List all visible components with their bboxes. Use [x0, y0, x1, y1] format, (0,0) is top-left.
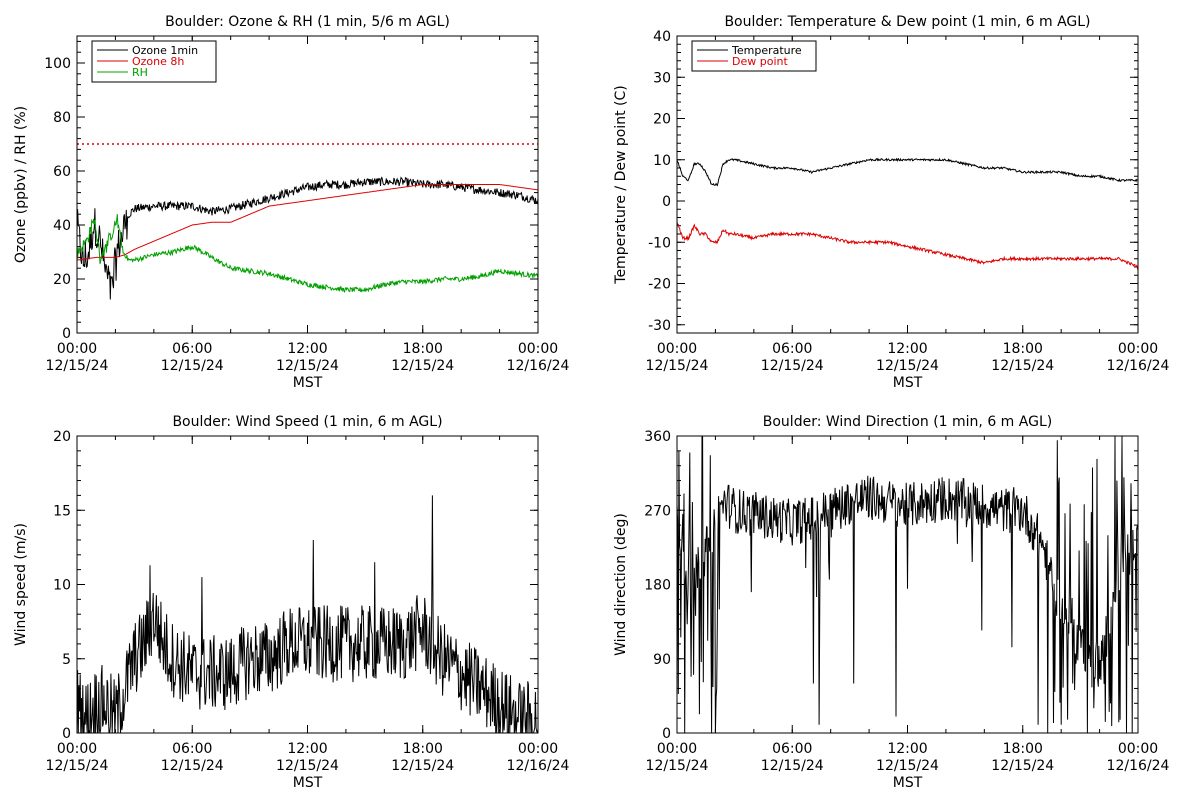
- y-tick-label: 40: [53, 218, 71, 234]
- series-line-2: [677, 221, 1138, 270]
- series-line-1: [677, 436, 1138, 733]
- y-tick-label: 10: [653, 153, 671, 169]
- x-tick-label-date: 12/15/24: [876, 758, 939, 774]
- x-tick-label-time: 12:00: [887, 341, 927, 357]
- plot-frame: [676, 435, 1139, 734]
- y-tick-label: 0: [662, 726, 671, 742]
- y-tick-label: -20: [648, 277, 671, 293]
- y-tick-label: 15: [53, 503, 71, 519]
- legend-label: Ozone 8h: [132, 55, 184, 68]
- legend-label: Dew point: [732, 55, 788, 68]
- y-tick-label: 40: [653, 29, 671, 45]
- x-tick-label-date: 12/16/24: [1107, 358, 1170, 374]
- y-tick-label: 180: [644, 578, 671, 594]
- x-tick-label-date: 12/15/24: [991, 758, 1054, 774]
- x-tick-label-date: 12/15/24: [761, 758, 824, 774]
- x-tick-label-time: 12:00: [287, 741, 327, 757]
- y-tick-label: 0: [62, 726, 71, 742]
- y-axis-label: Wind speed (m/s): [13, 523, 29, 646]
- x-tick-label-date: 12/15/24: [276, 358, 339, 374]
- x-tick-label-time: 12:00: [887, 741, 927, 757]
- x-tick-label-time: 00:00: [657, 741, 697, 757]
- y-tick-label: 20: [53, 429, 71, 445]
- x-tick-label-date: 12/16/24: [507, 358, 570, 374]
- series-line-2: [77, 184, 538, 261]
- chart-panel-3: Boulder: Wind Speed (1 min, 6 m AGL) Wind…: [13, 414, 570, 791]
- y-tick-label: 20: [53, 272, 71, 288]
- x-tick-label-time: 00:00: [1118, 341, 1158, 357]
- chart-title: Boulder: Ozone & RH (1 min, 5/6 m AGL): [165, 14, 450, 30]
- chart-panel-1: Boulder: Ozone & RH (1 min, 5/6 m AGL) Oz…: [13, 14, 570, 391]
- x-tick-label-date: 12/15/24: [391, 758, 454, 774]
- x-tick-label-date: 12/15/24: [161, 758, 224, 774]
- x-tick-label-time: 12:00: [287, 341, 327, 357]
- x-tick-label-date: 12/15/24: [876, 358, 939, 374]
- y-tick-label: 5: [62, 652, 71, 668]
- x-tick-label-date: 12/15/24: [391, 358, 454, 374]
- y-tick-label: -30: [648, 318, 671, 334]
- x-tick-label-date: 12/15/24: [276, 758, 339, 774]
- y-tick-label: 90: [653, 652, 671, 668]
- y-axis-label: Ozone (ppbv) / RH (%): [13, 106, 29, 263]
- x-axis-label: MST: [293, 775, 323, 791]
- x-axis-label: MST: [893, 775, 923, 791]
- y-tick-label: 0: [62, 326, 71, 342]
- x-tick-label-date: 12/15/24: [46, 758, 109, 774]
- chart-panel-2: Boulder: Temperature & Dew point (1 min,…: [613, 14, 1170, 391]
- x-tick-label-date: 12/15/24: [991, 358, 1054, 374]
- chart-title: Boulder: Temperature & Dew point (1 min,…: [724, 14, 1090, 30]
- x-tick-label-time: 00:00: [57, 741, 97, 757]
- x-tick-label-date: 12/16/24: [1107, 758, 1170, 774]
- y-axis-label: Wind direction (deg): [613, 513, 629, 656]
- x-tick-label-time: 18:00: [1003, 341, 1043, 357]
- y-tick-label: 270: [644, 503, 671, 519]
- x-tick-label-time: 18:00: [1003, 741, 1043, 757]
- x-tick-label-time: 06:00: [172, 341, 212, 357]
- y-tick-label: 30: [653, 70, 671, 86]
- y-tick-label: 10: [53, 578, 71, 594]
- x-tick-label-date: 12/15/24: [761, 358, 824, 374]
- x-tick-label-time: 00:00: [57, 341, 97, 357]
- y-tick-label: 80: [53, 110, 71, 126]
- x-tick-label-time: 00:00: [518, 741, 558, 757]
- x-tick-label-date: 12/15/24: [646, 758, 709, 774]
- x-axis-label: MST: [893, 375, 923, 391]
- y-tick-label: 360: [644, 429, 671, 445]
- series-line-1: [77, 176, 538, 300]
- y-axis-label: Temperature / Dew point (C): [613, 85, 629, 284]
- series-line-1: [677, 157, 1138, 187]
- legend-label: Ozone 1min: [132, 44, 198, 57]
- x-tick-label-time: 06:00: [772, 741, 812, 757]
- chart-panel-4: Boulder: Wind Direction (1 min, 6 m AGL)…: [613, 414, 1170, 791]
- plot-frame: [76, 35, 539, 334]
- plot-frame: [676, 35, 1139, 334]
- x-tick-label-time: 06:00: [772, 341, 812, 357]
- y-tick-label: -10: [648, 235, 671, 251]
- x-tick-label-time: 00:00: [657, 341, 697, 357]
- series-line-1: [77, 495, 538, 733]
- y-tick-label: 0: [662, 194, 671, 210]
- x-tick-label-date: 12/15/24: [646, 358, 709, 374]
- chart-title: Boulder: Wind Direction (1 min, 6 m AGL): [763, 414, 1052, 430]
- x-tick-label-date: 12/16/24: [507, 758, 570, 774]
- y-tick-label: 100: [44, 56, 71, 72]
- x-axis-label: MST: [293, 375, 323, 391]
- x-tick-label-date: 12/15/24: [46, 358, 109, 374]
- x-tick-label-time: 00:00: [1118, 741, 1158, 757]
- plot-frame: [76, 435, 539, 734]
- legend-label: Temperature: [731, 44, 802, 57]
- series-line-3: [77, 214, 538, 293]
- x-tick-label-time: 18:00: [403, 741, 443, 757]
- x-tick-label-time: 18:00: [403, 341, 443, 357]
- x-tick-label-time: 06:00: [172, 741, 212, 757]
- legend-box: [691, 40, 817, 72]
- chart-title: Boulder: Wind Speed (1 min, 6 m AGL): [172, 414, 442, 430]
- y-tick-label: 20: [653, 112, 671, 128]
- x-tick-label-time: 00:00: [518, 341, 558, 357]
- x-tick-label-date: 12/15/24: [161, 358, 224, 374]
- y-tick-label: 60: [53, 164, 71, 180]
- legend-label: RH: [132, 66, 148, 79]
